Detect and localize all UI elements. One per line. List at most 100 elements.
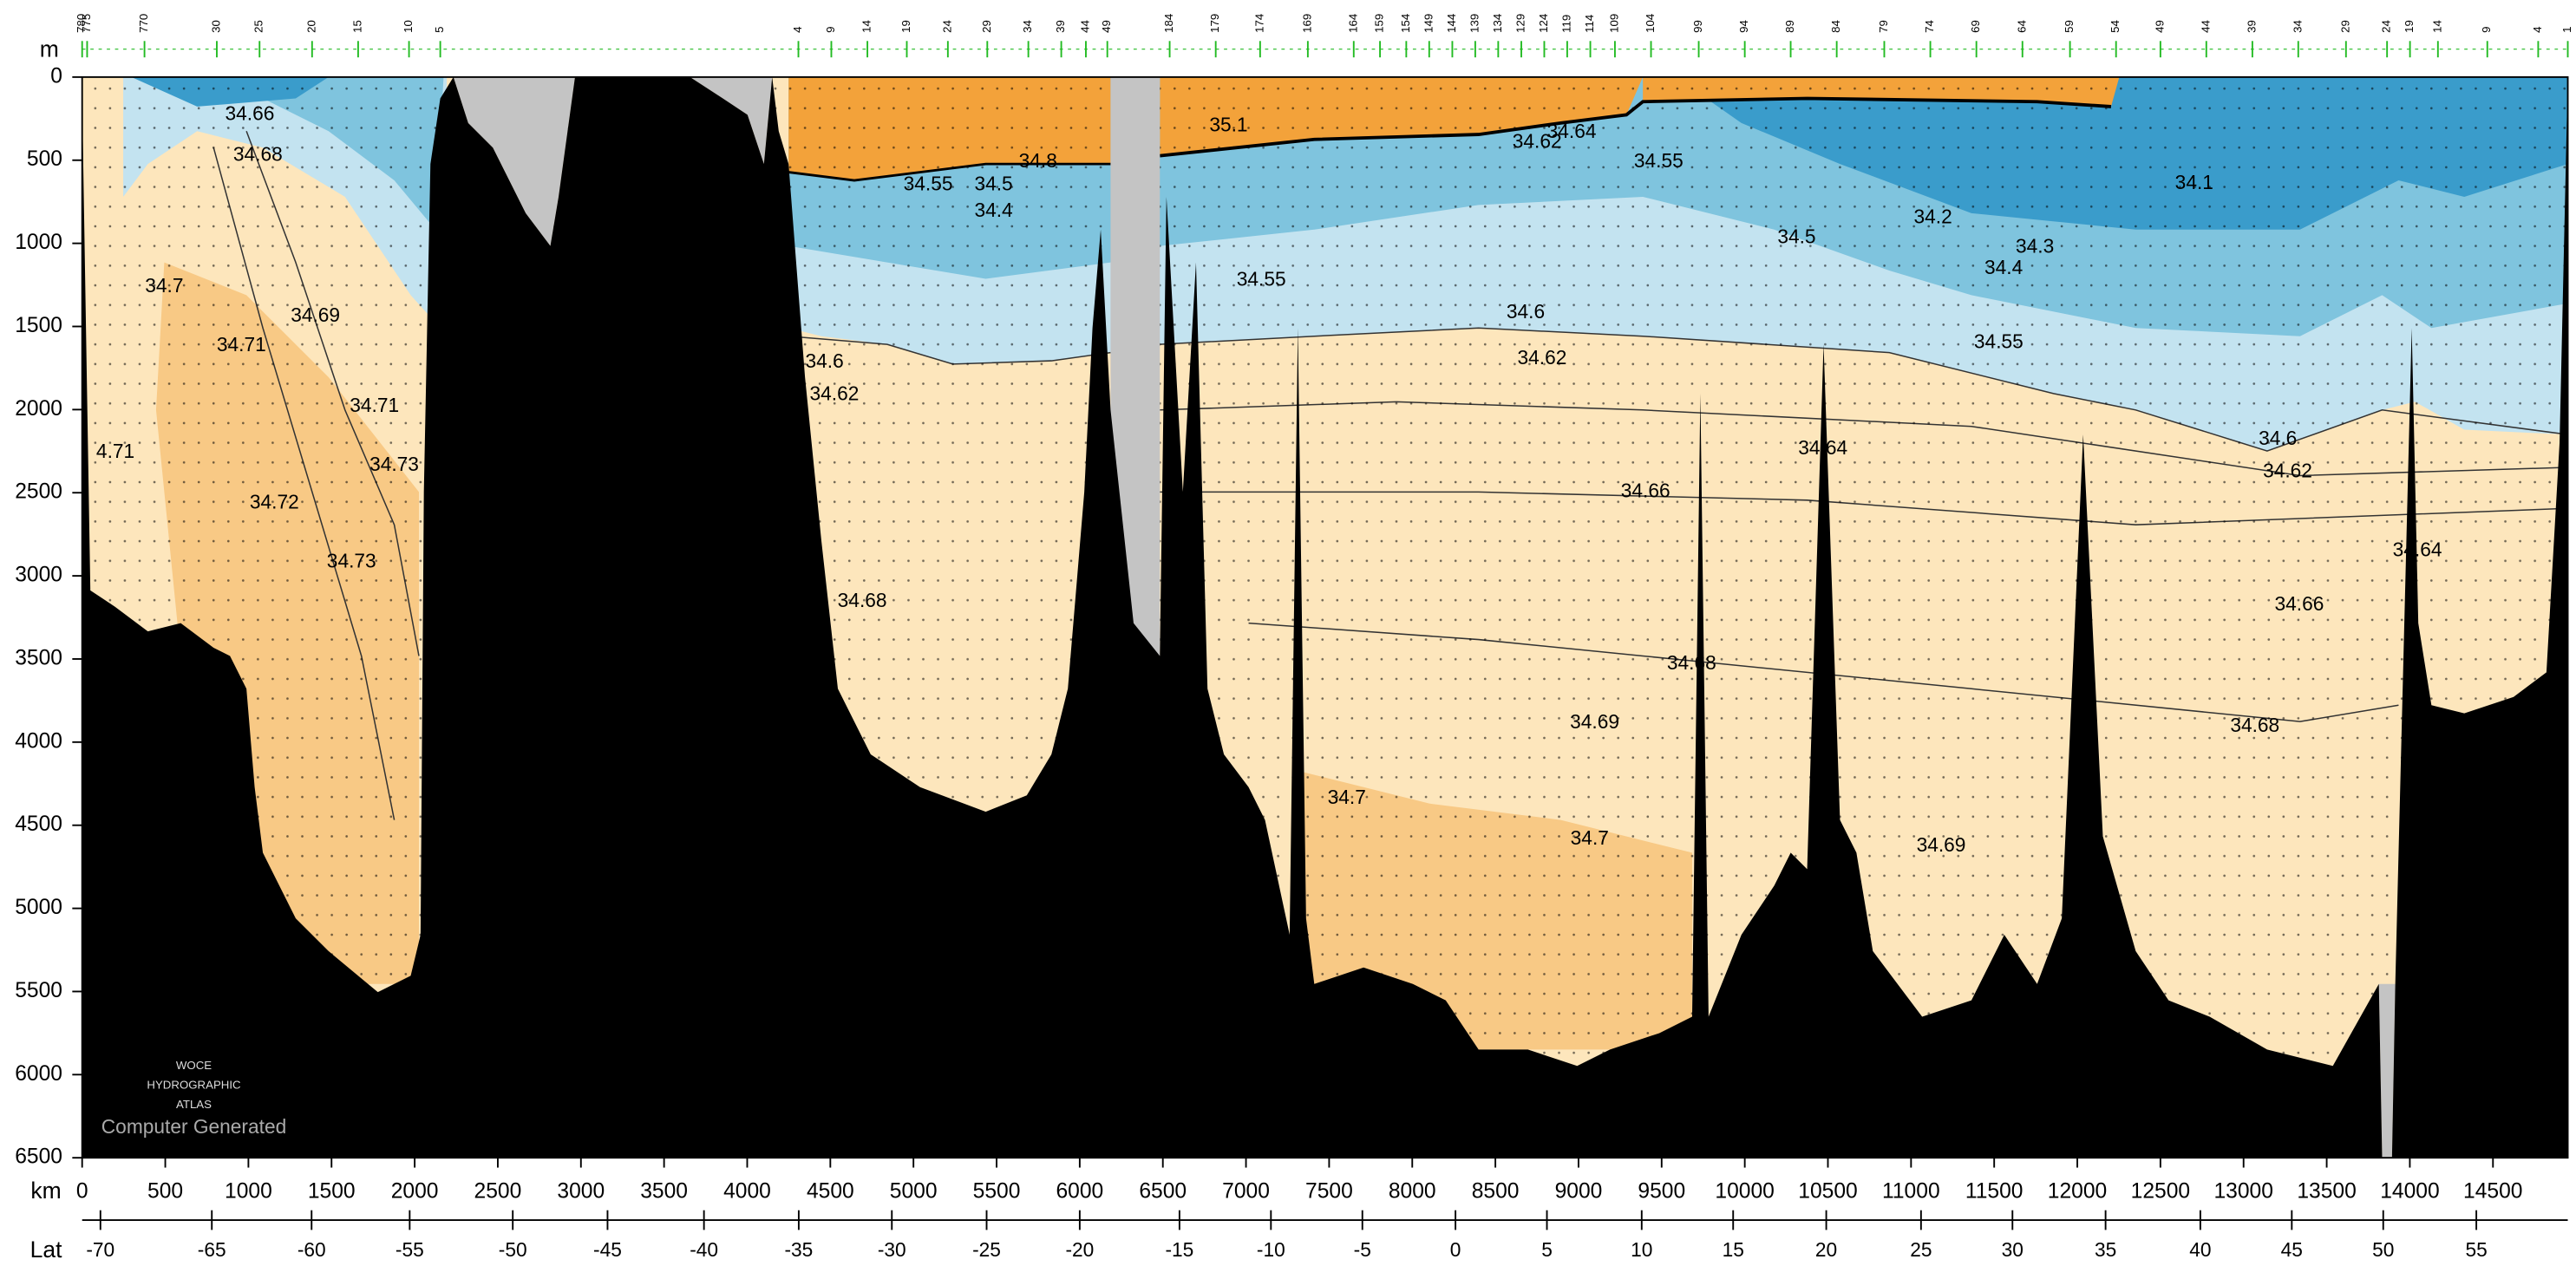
x-tick-label: 14000: [2380, 1179, 2439, 1203]
contour-label: 34.55: [1634, 149, 1684, 172]
contour-label: 34.4: [974, 199, 1012, 221]
station-label: 114: [1583, 15, 1596, 33]
station-label: 159: [1373, 14, 1386, 33]
lat-tick-label: -35: [784, 1238, 813, 1261]
station-label: 69: [1969, 20, 1982, 33]
contour-label: 34.62: [1513, 130, 1562, 153]
contour-label: 34.1: [2175, 171, 2213, 193]
station-label: 29: [2338, 20, 2351, 33]
lat-tick-label: 55: [2465, 1238, 2487, 1261]
station-label: 134: [1491, 14, 1504, 33]
station-label: 49: [1100, 20, 1113, 33]
station-label: 94: [1737, 20, 1750, 33]
contour-label: 34.7: [145, 274, 183, 297]
y-tick-label: 1000: [15, 231, 62, 254]
contour-label: 34.69: [1570, 710, 1619, 733]
lat-tick-label: -10: [1257, 1238, 1285, 1261]
station-label: 164: [1346, 14, 1359, 33]
contour-label: 34.2: [1914, 205, 1952, 227]
page: m km Lat WOCE HYDROGRAPHIC ATLAS Compute…: [0, 0, 2576, 1266]
x-tick-label: 6500: [1139, 1179, 1187, 1203]
y-tick-label: 6000: [15, 1062, 62, 1086]
station-label: 79: [1877, 20, 1890, 33]
contour-label: 34.62: [809, 382, 859, 405]
x-tick-label: 14500: [2463, 1179, 2522, 1203]
contour-label: 34.55: [1974, 330, 2024, 352]
station-label: 64: [2015, 20, 2028, 33]
contour-label: 34.6: [1507, 300, 1545, 323]
lat-tick-label: -70: [86, 1238, 114, 1261]
contour-label: 34.68: [2230, 714, 2279, 736]
y-tick-label: 6500: [15, 1145, 62, 1169]
contour-label: 4.71: [96, 440, 134, 462]
station-label: 119: [1559, 15, 1572, 33]
contour-label: 34.4: [1984, 256, 2023, 278]
station-label: 74: [1923, 20, 1936, 33]
contour-label: 34.64: [1798, 436, 1847, 459]
lat-tick-label: -45: [593, 1238, 622, 1261]
contour-label: 34.64: [2393, 538, 2442, 560]
y-tick-label: 0: [50, 64, 62, 88]
station-label: 775: [80, 14, 93, 33]
station-label: 184: [1162, 14, 1175, 33]
station-label: 49: [2153, 20, 2166, 33]
x-tick-label: 12500: [2131, 1179, 2190, 1203]
y-tick-label: 2000: [15, 397, 62, 421]
lat-tick-label: -65: [198, 1238, 226, 1261]
lat-tick-label: -25: [972, 1238, 1001, 1261]
x-tick-label: 11500: [1965, 1179, 2024, 1203]
lat-tick-label: -30: [878, 1238, 906, 1261]
station-label: 30: [209, 20, 222, 33]
lat-tick-label: 35: [2095, 1238, 2116, 1261]
station-label: 129: [1514, 14, 1527, 33]
station-label: 99: [1691, 20, 1704, 33]
station-label: 24: [2380, 20, 2393, 33]
station-label: 14: [2430, 20, 2443, 33]
station-label: 39: [1054, 20, 1067, 33]
contour-label: 34.66: [1621, 479, 1670, 501]
lat-tick-label: 30: [2002, 1238, 2024, 1261]
station-label: 10: [402, 20, 415, 33]
station-label: 34: [2291, 20, 2304, 33]
station-label: 1: [2560, 26, 2573, 32]
contour-label: 34.66: [2275, 592, 2324, 615]
y-axis-label: m: [40, 36, 59, 62]
station-label: 104: [1644, 14, 1657, 33]
contour-label: 34.68: [1667, 651, 1716, 674]
contour-label: 34.68: [838, 589, 887, 611]
station-label: 34: [1021, 20, 1034, 33]
x-tick-label: 3500: [640, 1179, 688, 1203]
y-tick-label: 4000: [15, 729, 62, 753]
y-tick-label: 5500: [15, 979, 62, 1002]
x-tick-label: 13000: [2214, 1179, 2273, 1203]
station-label: 44: [2199, 20, 2212, 33]
station-label: 770: [137, 14, 150, 33]
contour-label: 34.8: [1019, 149, 1057, 172]
lat-tick-label: -15: [1165, 1238, 1193, 1261]
station-label: 59: [2063, 20, 2076, 33]
x-tick-label: 4500: [807, 1179, 854, 1203]
x-tick-label: 2000: [391, 1179, 439, 1203]
credit: Computer Generated: [101, 1115, 286, 1138]
lat-axis-label: Lat: [30, 1237, 62, 1263]
y-tick-label: 5000: [15, 896, 62, 919]
station-label: 44: [1078, 20, 1091, 33]
watermark: WOCE: [176, 1059, 212, 1072]
contour-label: 34.3: [2016, 235, 2054, 258]
y-tick-label: 3500: [15, 646, 62, 669]
contour-label: 34.73: [327, 550, 376, 572]
lat-tick-label: -50: [499, 1238, 527, 1261]
station-label: 19: [899, 20, 912, 33]
contour-label: 34.55: [1237, 267, 1286, 290]
contour-label: 35.1: [1209, 114, 1247, 136]
x-tick-label: 8000: [1389, 1179, 1436, 1203]
lat-tick-label: 10: [1631, 1238, 1652, 1261]
station-label: 89: [1783, 20, 1796, 33]
lat-tick-label: 0: [1450, 1238, 1461, 1261]
x-tick-label: 11000: [1882, 1179, 1940, 1203]
contour-label: 34.71: [217, 333, 266, 356]
station-label: 149: [1422, 14, 1435, 33]
station-label: 84: [1829, 20, 1842, 33]
station-label: 29: [980, 20, 993, 33]
station-label: 4: [791, 26, 804, 32]
